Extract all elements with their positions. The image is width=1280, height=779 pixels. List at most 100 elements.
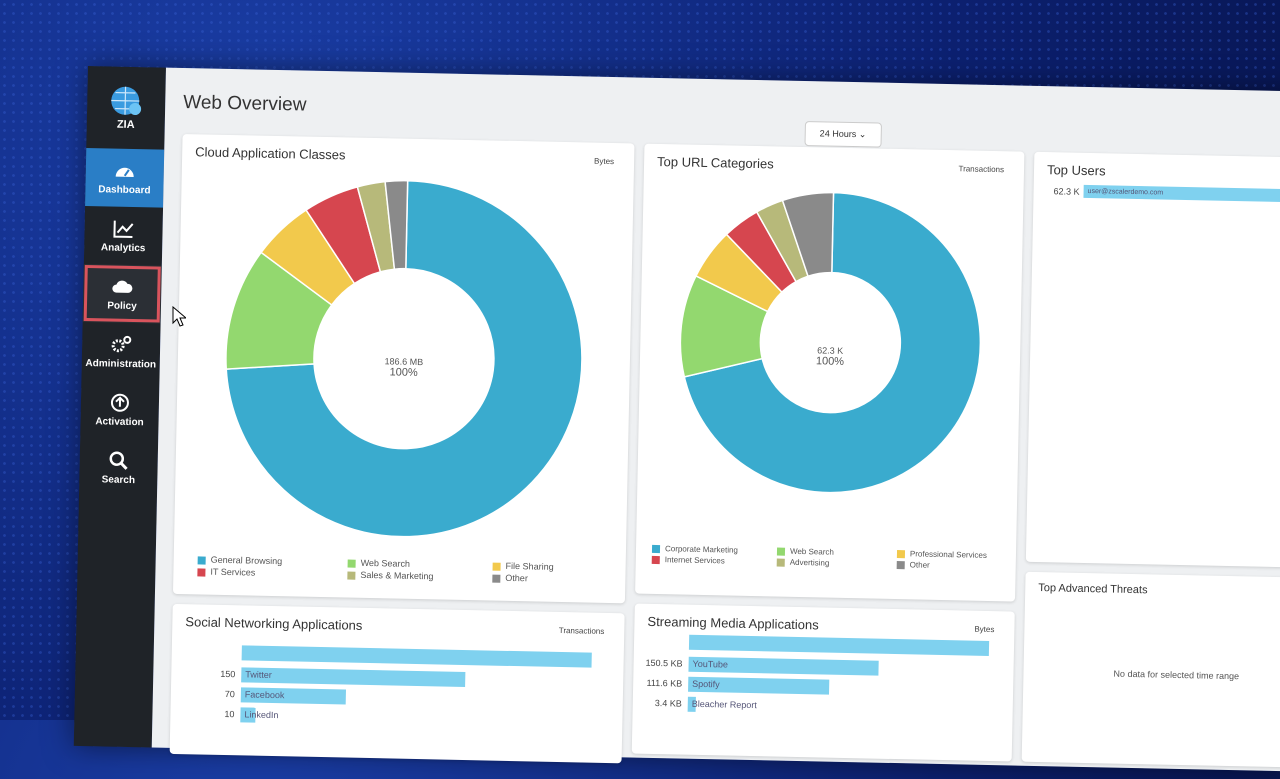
card-unit: Transactions: [558, 625, 605, 636]
card-title: Top Advanced Threats: [1038, 582, 1148, 597]
legend-item[interactable]: Corporate Marketing: [651, 544, 777, 556]
social-bars: 150 Twitter 70 Facebook 10 LinkedIn: [173, 604, 625, 723]
legend-label: Web Search: [789, 546, 834, 557]
bar[interactable]: Facebook: [240, 687, 346, 705]
donut-total: 62.3 K: [817, 345, 844, 356]
page-title: Web Overview: [183, 92, 307, 116]
legend-item[interactable]: Other: [896, 560, 1017, 572]
bar-value: 150.5 KB: [645, 657, 683, 669]
legend-swatch: [776, 547, 786, 556]
legend-item[interactable]: Web Search: [347, 557, 493, 571]
card-unit: Transactions: [958, 164, 1005, 175]
mouse-cursor-icon: [172, 306, 186, 327]
legend-label: Other: [505, 572, 528, 584]
chevron-down-icon: ⌄: [858, 129, 867, 140]
legend-label: Advertising: [789, 557, 830, 568]
card-unit: Bytes: [974, 624, 995, 635]
legend-swatch: [651, 544, 661, 553]
slice-other[interactable]: [383, 179, 409, 271]
gauge-icon: [115, 167, 134, 177]
slice-corporate-marketing[interactable]: [682, 190, 984, 496]
legend-swatch: [197, 568, 206, 577]
legend-label: File Sharing: [505, 560, 554, 572]
streaming-card: Streaming Media Applications Bytes 150.5…: [631, 603, 1015, 762]
legend-label: Web Search: [360, 557, 411, 569]
sidebar-item-label: Search: [101, 473, 136, 486]
card-title: Streaming Media Applications: [647, 613, 819, 633]
bar-value: 150: [220, 668, 236, 680]
legend-swatch: [347, 559, 356, 568]
legend-item[interactable]: Other: [492, 573, 622, 586]
donut-percent: 100%: [815, 355, 845, 368]
bar-value: 111.6 KB: [646, 677, 683, 689]
legend-item[interactable]: Advertising: [776, 557, 897, 570]
sidebar-item-label: Analytics: [100, 241, 146, 254]
card-title: Social Networking Applications: [185, 614, 363, 633]
time-range-value: 24 Hours: [819, 128, 857, 140]
bar[interactable]: YouTube: [688, 656, 880, 676]
upload-icon: [110, 393, 129, 412]
donut-center: 62.3 K 100%: [790, 345, 870, 369]
logo-text: ZIA: [116, 118, 135, 131]
card-title: Top Users: [1046, 162, 1106, 179]
logo: ZIA: [108, 66, 144, 149]
threats-card: Top Advanced Threats No data for selecte…: [1021, 571, 1280, 769]
legend-swatch: [896, 549, 906, 559]
legend-label: Sales & Marketing: [360, 569, 434, 582]
sidebar-item-label: Activation: [95, 415, 144, 428]
bar-value: 70: [224, 689, 235, 700]
legend-item[interactable]: Sales & Marketing: [347, 570, 492, 583]
user-bar[interactable]: user@zscalerdemo.com: [1083, 184, 1280, 205]
legend-item[interactable]: File Sharing: [492, 560, 623, 574]
card-title: Top URL Categories: [656, 153, 774, 172]
main-content: Web Overview 24 Hours ⌄ Cloud Applicatio…: [151, 67, 1280, 772]
search-icon: [109, 450, 128, 470]
bar[interactable]: LinkedIn: [240, 707, 279, 723]
streaming-bars: 150.5 KB YouTube 111.6 KB Spotify 3.4 KB Blea…: [635, 604, 1015, 712]
time-range-dropdown[interactable]: 24 Hours ⌄: [804, 121, 882, 148]
sidebar-item-dashboard[interactable]: Dashboard: [85, 147, 165, 208]
legend-item[interactable]: Professional Services: [896, 549, 1017, 561]
legend-item[interactable]: Internet Services: [651, 555, 777, 567]
bar[interactable]: Twitter: [241, 667, 466, 688]
sidebar-item-activation[interactable]: Activation: [80, 380, 159, 440]
legend-item[interactable]: Web Search: [776, 546, 897, 559]
social-card: Social Networking Applications Transacti…: [169, 603, 625, 764]
legend-swatch: [492, 562, 501, 571]
sidebar-item-policy[interactable]: Policy: [82, 263, 162, 324]
top-bar: [688, 634, 990, 656]
app-window: ZIA Dashboard Analytics Policy Administr…: [73, 66, 1280, 772]
cloud-apps-donut: [223, 177, 586, 540]
slice-general-browsing[interactable]: [223, 177, 586, 540]
slice-other[interactable]: [781, 191, 835, 278]
legend-swatch: [197, 556, 206, 565]
bar-value: 10: [224, 709, 235, 720]
legend-label: IT Services: [210, 566, 256, 578]
donut-percent: 100%: [389, 366, 418, 379]
donut-center: 186.6 MB 100%: [364, 356, 444, 380]
url-categories-legend: Corporate Marketing Web Search Professiona…: [651, 544, 1017, 572]
sidebar: ZIA Dashboard Analytics Policy Administr…: [73, 66, 166, 748]
url-categories-donut: [679, 190, 984, 496]
legend-label: Other: [909, 560, 930, 570]
legend-swatch: [492, 574, 501, 583]
sidebar-item-label: Administration: [85, 357, 157, 370]
empty-message: No data for selected time range: [1113, 668, 1240, 682]
sidebar-item-analytics[interactable]: Analytics: [84, 206, 163, 266]
legend-swatch: [651, 555, 660, 564]
cloud-icon: [112, 280, 133, 293]
legend-item[interactable]: IT Services: [197, 566, 347, 579]
sidebar-item-administration[interactable]: Administration: [81, 322, 160, 382]
gears-icon: [111, 335, 132, 352]
sidebar-item-label: Dashboard: [98, 183, 151, 196]
bar[interactable]: Spotify: [688, 676, 830, 695]
legend-label: Professional Services: [909, 549, 987, 560]
sidebar-item-label: Policy: [107, 299, 137, 312]
legend-label: Internet Services: [664, 555, 725, 566]
legend-item[interactable]: General Browsing: [197, 554, 348, 567]
sidebar-item-search[interactable]: Search: [79, 438, 158, 498]
bar[interactable]: Bleacher Report: [687, 696, 757, 712]
legend-label: General Browsing: [210, 554, 283, 567]
bar-value: 3.4 KB: [654, 698, 682, 709]
url-categories-card: Top URL Categories Transactions 62.3 K 10…: [635, 143, 1025, 602]
